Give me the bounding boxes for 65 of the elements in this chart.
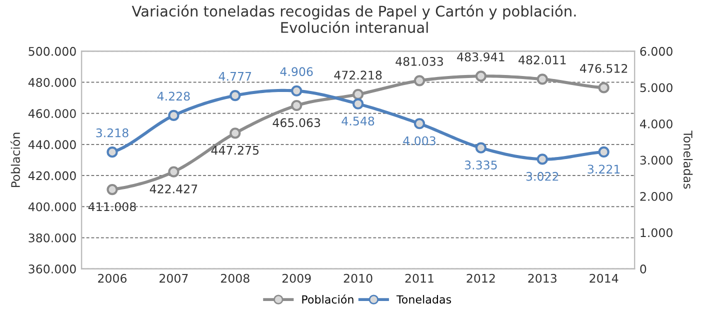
point (106, 146, 118, 158)
data-label: 3.221 (588, 164, 620, 174)
data-label: 3.218 (96, 128, 128, 138)
y-tick-label: 400.000 (28, 202, 76, 212)
data-label: 472.218 (334, 70, 382, 80)
point (230, 90, 241, 102)
y-tick-label: 360.000 (28, 264, 76, 274)
data-label: 3.335 (464, 160, 497, 170)
y2-tick-label: 2.000 (640, 192, 672, 201)
y2-tick-label: 5.000 (640, 83, 672, 92)
y-tick-label: 440.000 (28, 140, 76, 150)
y-tick-label: 420.000 (28, 171, 76, 180)
point (106, 184, 118, 196)
data-label: 411.008 (88, 202, 136, 212)
point (291, 85, 302, 96)
point (598, 146, 610, 158)
data-label: 4.548 (342, 116, 374, 126)
legend-label: Toneladas (396, 295, 452, 304)
data-label: 4.003 (403, 136, 436, 146)
x-tick-label: 2009 (282, 274, 311, 283)
y2-axis-title: Toneladas (684, 130, 693, 189)
point (414, 75, 426, 86)
point (475, 142, 486, 154)
x-tick-label: 2010 (344, 274, 372, 283)
point (291, 100, 302, 112)
data-label: 476.512 (580, 64, 628, 73)
y2-tick-label: 1.000 (640, 228, 672, 238)
point (352, 88, 364, 100)
y2-tick-label: 4.000 (640, 119, 672, 128)
x-tick-label: 2008 (220, 274, 250, 283)
point (536, 154, 548, 165)
data-label: 4.228 (157, 92, 190, 101)
point (414, 118, 426, 130)
point (168, 110, 180, 122)
y-tick-label: 460.000 (28, 109, 76, 118)
point (230, 128, 241, 139)
data-label: 4.777 (218, 72, 252, 81)
y2-tick-label: 0 (640, 264, 646, 274)
y-tick-label: 480.000 (28, 78, 76, 87)
point (598, 82, 610, 94)
data-label: 422.427 (150, 184, 198, 194)
x-tick-label: 2011 (405, 274, 434, 283)
data-label: 465.063 (272, 118, 320, 128)
x-tick-label: 2014 (590, 274, 618, 283)
point (536, 74, 548, 85)
y-axis-title: Población (10, 132, 20, 188)
x-tick-label: 2012 (466, 274, 495, 283)
point (168, 166, 180, 178)
point (475, 70, 486, 82)
legend-label: Población (302, 294, 354, 304)
x-tick-label: 2007 (160, 274, 188, 283)
data-label: 482.011 (518, 55, 566, 64)
x-tick-label: 2013 (528, 274, 556, 283)
y-tick-label: 380.000 (28, 233, 76, 242)
y-tick-label: 500.000 (28, 46, 76, 56)
data-label: 483.941 (457, 52, 504, 62)
chart-title: Variación toneladas recogidas de Papel y Cartón y población. Evolución interanual (132, 4, 576, 33)
point (352, 98, 364, 110)
data-label: 481.033 (396, 56, 443, 66)
x-tick-label: 2006 (98, 274, 127, 283)
data-label: 3.022 (526, 172, 558, 181)
data-label: 4.906 (280, 67, 313, 76)
data-label: 447.275 (211, 146, 259, 155)
y2-tick-label: 3.000 (640, 156, 672, 165)
y2-tick-label: 6.000 (640, 46, 672, 56)
